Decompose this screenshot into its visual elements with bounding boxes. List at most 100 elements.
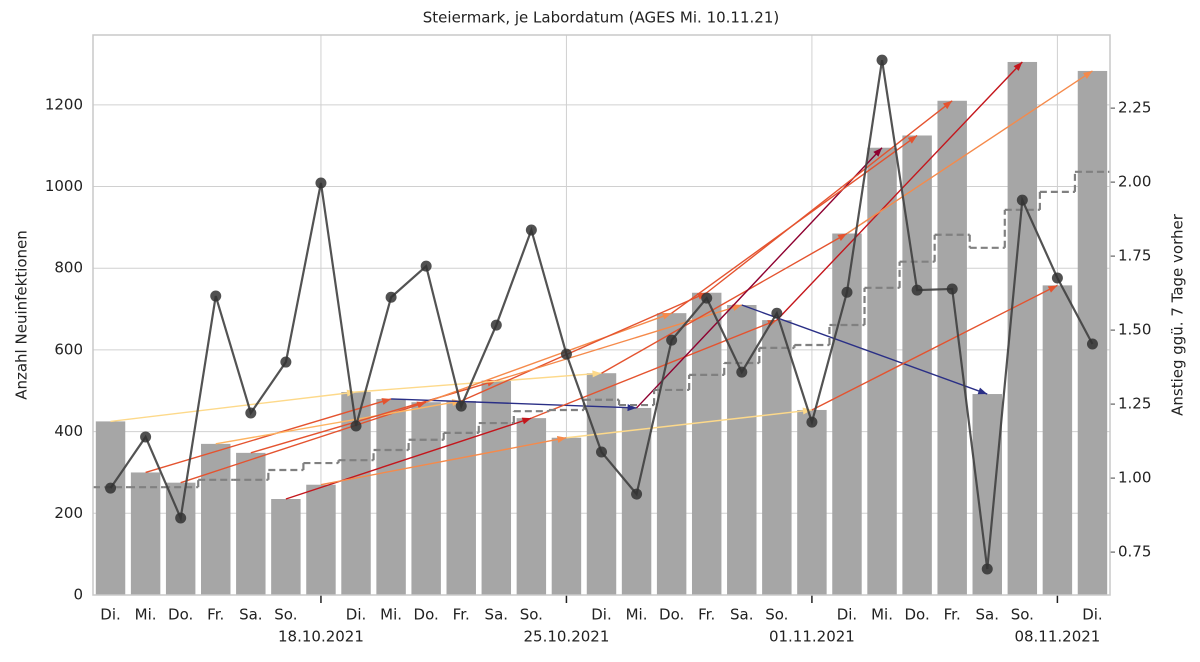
bar [481,380,512,595]
bar [236,452,266,595]
change-arrow [285,417,532,500]
ratio-point [420,260,432,272]
change-arrow [110,391,357,423]
x-tick-label: Do. [414,606,439,624]
ratio-point [1086,338,1098,350]
x-tick-label: Di. [1082,606,1103,624]
ratio-point [596,446,607,458]
ratio-point [350,420,362,432]
ratio-point [385,291,397,303]
y2-tick-label: 2.25 [1118,99,1151,117]
y-axis-label: Anzahl Neuinfektionen [13,230,31,400]
arrow-head [381,398,392,405]
ratio-point [210,290,222,302]
bar [411,402,441,595]
change-arrow [531,319,778,419]
bar [446,400,476,595]
ratio-point [736,366,748,378]
x-tick-label: Mi. [626,606,648,624]
change-arrow [566,409,812,439]
y2-tick-label: 1.50 [1118,321,1151,339]
ratio-point [455,400,467,412]
x-tick-label: So. [520,606,543,624]
ratio-point [1016,194,1028,206]
y-tick-label: 1000 [45,177,83,195]
y2-tick-label: 2.00 [1118,173,1151,191]
arrow-head [732,304,742,311]
ratio-point [140,431,152,443]
change-arrow [215,400,462,445]
change-arrow [496,304,742,382]
change-arrow [706,100,953,294]
ratio-point [560,348,572,360]
x-tick-label: Do. [659,606,684,624]
arrow-head [977,387,988,395]
x-tick-label: Sa. [976,606,999,624]
y-tick-label: 0 [73,586,83,604]
x-week-label: 01.11.2021 [769,628,855,646]
bar [1042,285,1073,595]
bar [165,482,196,595]
x-week-label: 18.10.2021 [278,628,364,646]
bar [586,373,617,595]
x-tick-label: Di. [591,606,612,624]
change-arrow [425,312,672,403]
x-tick-label: Fr. [698,606,715,624]
ratio-point [911,284,923,296]
bar [95,421,126,595]
arrow-head [873,147,883,157]
change-arrow [811,284,1058,411]
bar [656,313,687,595]
ratio-point [841,286,853,298]
ratio-point [946,283,958,295]
ratio-point [771,307,783,319]
change-arrow [145,398,392,474]
bar [376,398,406,595]
x-tick-label: Sa. [730,606,753,624]
x-tick-label: Mi. [135,606,157,624]
bar [130,472,161,595]
x-week-label: 25.10.2021 [523,628,609,646]
y2-tick-label: 1.75 [1118,247,1151,265]
x-tick-label: So. [765,606,788,624]
arrow-head [592,370,602,378]
change-arrow [601,232,848,374]
arrow-head [661,312,672,320]
bar [201,443,231,595]
x-tick-label: Sa. [485,606,508,624]
chart-title: Steiermark, je Labordatum (AGES Mi. 10.1… [423,9,779,27]
ratio-point [981,563,993,575]
arrow-head [556,435,567,443]
change-arrow [460,292,707,402]
x-tick-label: So. [1011,606,1034,624]
change-arrow [180,401,427,484]
x-tick-label: Do. [905,606,930,624]
y2-axis-label: Anstieg ggü. 7 Tage vorher [1169,213,1187,416]
y-tick-label: 1200 [45,95,83,113]
ratio-point [280,356,292,368]
ratio-point [876,54,888,66]
y2-tick-label: 1.25 [1118,395,1151,413]
x-week-label: 08.11.2021 [1014,628,1100,646]
x-tick-label: Di. [837,606,858,624]
x-tick-label: Fr. [207,606,224,624]
bar [1077,70,1108,595]
ratio-point [315,177,327,189]
bar [797,409,827,595]
bar [867,147,897,595]
x-tick-label: Sa. [239,606,262,624]
bar [306,484,336,595]
y-tick-label: 400 [54,422,83,440]
ratio-point [105,482,117,494]
x-tick-label: Fr. [453,606,470,624]
ratio-point [525,224,537,236]
change-arrow [741,304,988,395]
ratio-point [806,416,818,428]
bar [551,437,582,595]
x-tick-label: Fr. [944,606,961,624]
ratio-point [175,512,187,524]
plot-frame [92,34,1111,596]
ratio-point [631,488,643,500]
x-tick-label: Do. [168,606,193,624]
